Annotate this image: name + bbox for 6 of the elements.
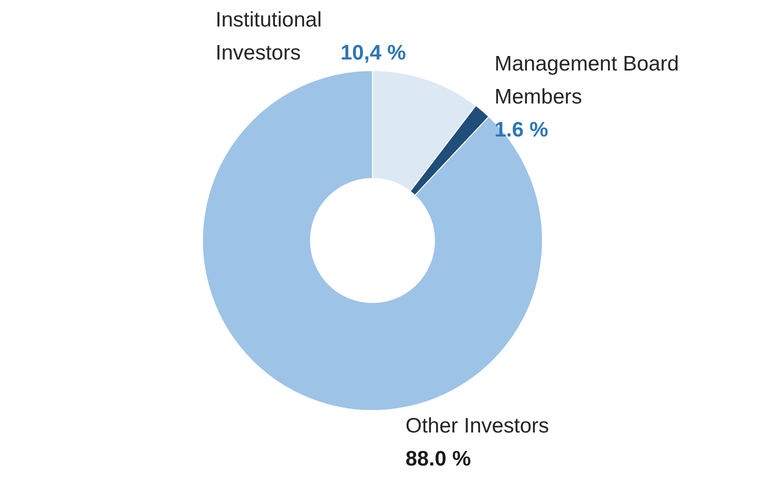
slice-label: Institutional Investors bbox=[216, 8, 322, 64]
data-label: 88.0 % bbox=[406, 448, 472, 470]
data-label: 10,4 % bbox=[340, 42, 406, 64]
slice-label: Management Board Members bbox=[494, 52, 679, 108]
slice-label: Other Investors bbox=[406, 414, 550, 438]
data-label: 1.6 % bbox=[494, 118, 549, 142]
